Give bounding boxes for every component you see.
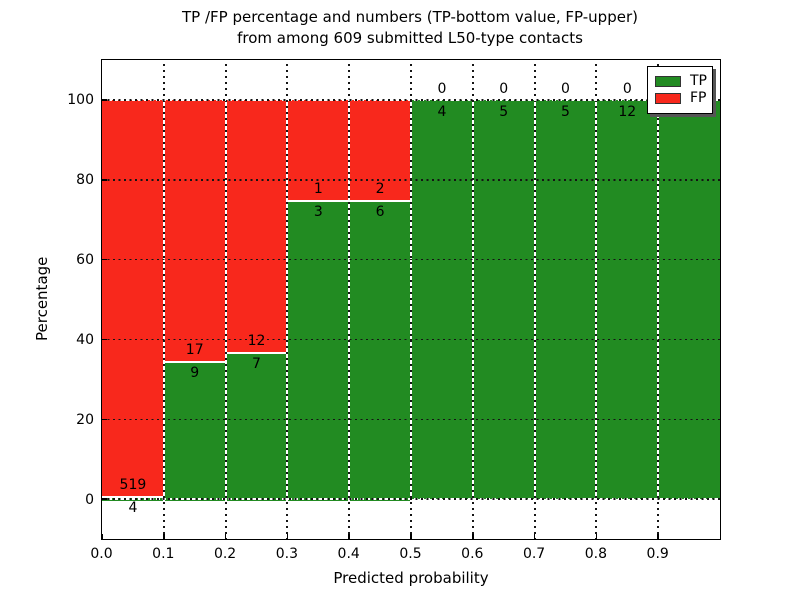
bar-segment-fp: [349, 99, 411, 200]
tp-count-label: 4: [437, 103, 447, 120]
y-tick-mark: [102, 498, 107, 500]
y-tick-mark: [102, 179, 107, 181]
x-tick-mark: [533, 534, 536, 539]
vertical-gridline: [286, 60, 289, 539]
y-tick-mark: [102, 338, 107, 341]
tp-count-label: 7: [252, 356, 261, 373]
bar-segment-fp: [163, 99, 226, 361]
tp-count-label: 4: [128, 500, 138, 517]
x-tick-mark: [657, 534, 659, 539]
fp-count-label: 17: [185, 341, 204, 358]
y-tick-label: 0: [85, 491, 94, 508]
x-tick-label: 0.9: [646, 546, 669, 562]
bar-segment-tp: [534, 99, 597, 500]
x-tick-mark: [163, 534, 165, 539]
legend-item-fp: FP: [655, 90, 707, 107]
x-tick-label: 0.2: [213, 546, 237, 562]
fp-count-label: 0: [561, 80, 570, 97]
fp-count-label: 519: [119, 477, 147, 494]
y-tick-mark: [102, 258, 107, 261]
legend: TP FP: [647, 66, 713, 114]
x-tick-label: 0.5: [399, 546, 422, 562]
fp-count-label: 12: [247, 333, 266, 350]
vertical-gridline: [410, 60, 412, 539]
legend-label-tp: TP: [690, 73, 707, 89]
vertical-gridline: [471, 60, 474, 539]
y-tick-mark: [102, 418, 107, 420]
bar-segment-fp: [287, 99, 350, 200]
horizontal-gridline: [102, 418, 720, 420]
bar-segment-tp: [287, 199, 350, 502]
x-tick-label: 0.0: [90, 546, 113, 562]
x-tick-mark: [286, 534, 289, 539]
horizontal-gridline: [102, 179, 720, 181]
x-tick-mark: [348, 534, 350, 539]
x-tick-mark: [472, 534, 474, 539]
vertical-gridline: [657, 60, 660, 539]
x-tick-label: 0.8: [584, 546, 608, 562]
tp-count-label: 5: [499, 103, 509, 120]
y-tick-label: 100: [67, 92, 94, 109]
chart-title-line1: TP /FP percentage and numbers (TP-bottom…: [182, 8, 638, 26]
bar-segment-tp: [472, 99, 535, 500]
legend-label-fp: FP: [690, 90, 707, 106]
x-tick-mark: [224, 534, 227, 539]
fp-count-label: 1: [313, 180, 323, 197]
x-tick-mark: [595, 534, 598, 539]
chart-title: TP /FP percentage and numbers (TP-bottom…: [101, 7, 719, 49]
bar-segment-tp: [596, 99, 659, 500]
horizontal-gridline: [102, 258, 720, 261]
fp-count-label: 2: [375, 180, 385, 197]
x-tick-label: 0.6: [461, 546, 484, 562]
fp-count-label: 0: [499, 80, 509, 97]
fp-count-label: 0: [622, 80, 632, 97]
bar-segment-tp: [163, 360, 226, 502]
x-tick-mark: [101, 534, 103, 539]
bar-segment-tp: [658, 99, 720, 500]
vertical-gridline: [348, 60, 351, 539]
tp-count-label: 5: [561, 103, 570, 120]
x-tick-label: 0.4: [337, 546, 360, 562]
x-tick-label: 0.7: [522, 546, 546, 562]
bar-segment-tp: [411, 99, 473, 500]
bar-segment-tp: [349, 199, 411, 502]
vertical-gridline: [224, 60, 227, 539]
fp-color-swatch: [655, 93, 681, 104]
y-tick-label: 40: [76, 331, 94, 348]
tp-count-label: 3: [313, 203, 323, 220]
horizontal-gridline: [102, 338, 720, 341]
horizontal-gridline: [102, 498, 720, 500]
y-tick-label: 20: [76, 411, 94, 428]
fp-count-label: 0: [437, 80, 447, 97]
chart-title-line2: from among 609 submitted L50-type contac…: [237, 29, 583, 47]
tp-count-label: 6: [375, 203, 385, 220]
vertical-gridline: [533, 60, 536, 539]
tp-color-swatch: [655, 76, 681, 87]
plot-area: 5194179127132604050501203: [101, 59, 721, 540]
x-axis-label: Predicted probability: [333, 569, 489, 587]
x-tick-mark: [410, 534, 412, 539]
y-tick-mark: [102, 99, 107, 101]
y-tick-label: 80: [76, 172, 94, 189]
bar-segment-tp: [225, 352, 288, 502]
tp-count-label: 9: [190, 364, 200, 381]
vertical-gridline: [162, 60, 165, 539]
bar-segment-fp: [225, 99, 288, 352]
y-axis-label: Percentage: [33, 256, 51, 342]
x-tick-label: 0.3: [275, 546, 299, 562]
tp-count-label: 12: [618, 103, 637, 120]
horizontal-gridline: [102, 99, 720, 101]
vertical-gridline: [595, 60, 598, 539]
x-tick-label: 0.1: [152, 546, 175, 562]
legend-item-tp: TP: [655, 73, 707, 90]
bar-segment-fp: [102, 99, 164, 497]
y-tick-label: 60: [76, 252, 94, 269]
